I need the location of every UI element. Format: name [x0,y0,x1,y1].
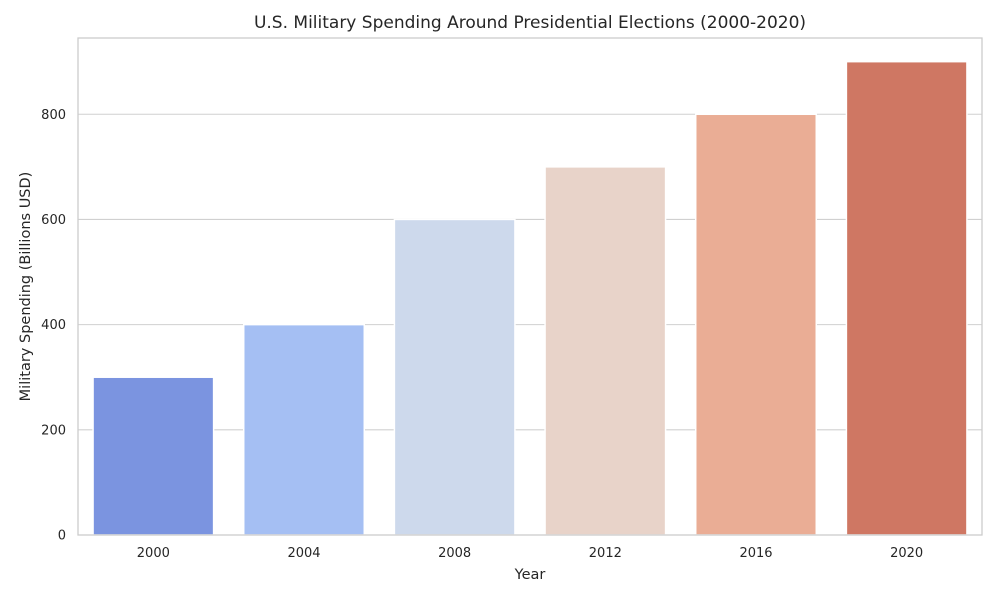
x-ticks: 2000 2004 2008 2012 2016 2020 [137,546,923,561]
bar-2008 [393,218,516,536]
y-ticks: 0 200 400 600 800 [41,108,66,544]
x-tick-label: 2016 [739,546,772,561]
bar-2012 [544,166,667,536]
bar-2020 [845,60,968,536]
x-axis-label: Year [514,567,546,583]
bars-layer [92,60,968,536]
y-axis-label: Military Spending (Billions USD) [18,172,34,402]
x-tick-label: 2004 [287,546,320,561]
x-tick-label: 2008 [438,546,471,561]
y-tick-label: 0 [58,529,66,544]
bar-2016 [694,113,818,536]
bar-2004 [242,323,366,536]
bar-2000 [92,376,215,536]
x-tick-label: 2020 [890,546,923,561]
y-tick-label: 200 [41,423,66,438]
x-tick-label: 2012 [589,546,622,561]
y-tick-label: 600 [41,213,66,228]
y-tick-label: 400 [41,318,66,333]
x-tick-label: 2000 [137,546,170,561]
plot-frame [77,37,983,536]
y-tick-label: 800 [41,108,66,123]
chart-title: U.S. Military Spending Around Presidenti… [254,13,806,33]
